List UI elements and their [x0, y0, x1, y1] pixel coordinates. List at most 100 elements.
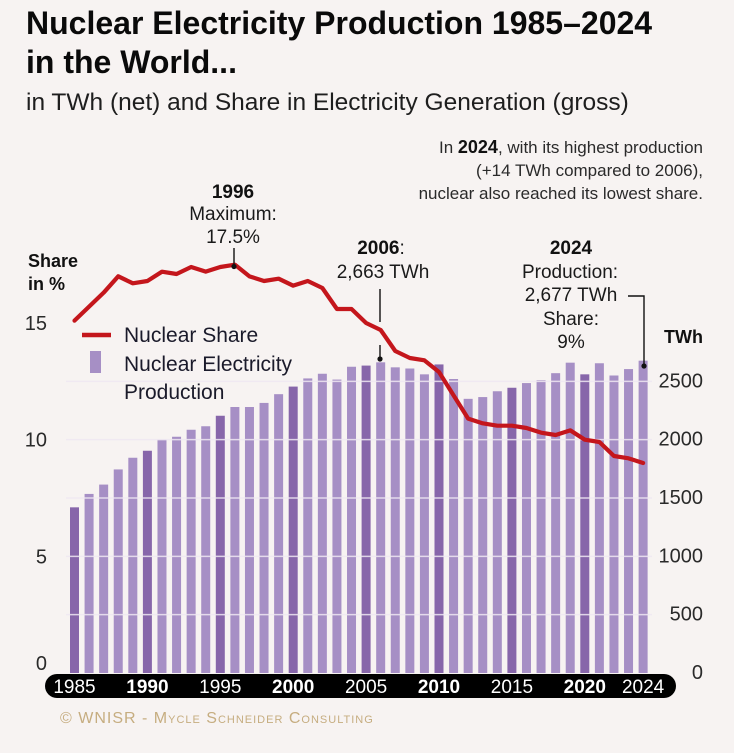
right-axis-ticks: 0 500 1000 1500 2000 2500 — [659, 370, 704, 684]
annotation-2006-value: 2,663 TWh — [337, 262, 430, 283]
bar-1999 — [274, 394, 284, 673]
bar-2001 — [303, 378, 313, 673]
annotation-2006-year: 2006 — [357, 238, 399, 259]
bar-2000 — [288, 386, 298, 673]
right-axis-title: TWh — [664, 327, 703, 347]
bar-2002 — [317, 373, 327, 673]
right-tick-1500: 1500 — [659, 487, 704, 509]
bar-2014 — [492, 391, 502, 673]
annotation-1996-label: Maximum: — [189, 204, 277, 225]
annotation-2024: 2024 Production: 2,677 TWh Share: 9% — [522, 238, 647, 369]
bar-2022 — [609, 375, 619, 673]
production-bars — [70, 360, 648, 673]
chart-title-line-1: Nuclear Electricity Production 1985–2024 — [26, 5, 652, 41]
x-tick-2005: 2005 — [345, 677, 387, 698]
annotation-2024-dot — [641, 363, 647, 369]
bar-2015 — [507, 387, 517, 673]
share-line-layer — [72, 262, 646, 466]
legend: Nuclear Share Nuclear Electricity Produc… — [82, 324, 293, 404]
callout-year: 2024 — [458, 137, 498, 157]
bar-2006 — [376, 362, 386, 673]
bar-1987 — [99, 484, 109, 673]
x-axis-ticks: 1985 1990 1995 2000 2005 2010 2015 2020 2024 — [53, 677, 664, 698]
x-tick-2010: 2010 — [418, 677, 460, 698]
bar-1996 — [230, 407, 240, 673]
annotation-2024-share-label: Share: — [543, 309, 599, 330]
left-tick-15: 15 — [25, 313, 47, 335]
bar-2004 — [347, 366, 357, 673]
nuclear-share-line — [72, 262, 646, 466]
bar-1990 — [142, 450, 152, 673]
annotation-2024-year: 2024 — [550, 238, 593, 259]
right-tick-500: 500 — [670, 604, 703, 626]
annotation-2024-production-label: Production: — [522, 262, 618, 283]
chart-title-line-2: in the World... — [26, 44, 237, 80]
x-tick-2024: 2024 — [622, 677, 665, 698]
bar-1995 — [215, 415, 225, 673]
left-axis-title-line-1: Share — [28, 251, 78, 271]
bar-2013 — [478, 397, 488, 673]
annotation-2024-leader — [628, 295, 645, 365]
annotation-1996-year: 1996 — [212, 182, 254, 203]
bar-2009 — [419, 374, 429, 673]
annotation-2006-dot — [377, 356, 383, 362]
bar-1997 — [244, 407, 254, 673]
bar-2012 — [463, 398, 473, 673]
annotation-1996: 1996 Maximum: 17.5% — [189, 182, 277, 270]
copyright: © WNISR - Mycle Schneider Consulting — [60, 710, 374, 727]
left-tick-10: 10 — [25, 430, 47, 452]
left-axis-title-line-2: in % — [28, 274, 65, 294]
x-tick-1990: 1990 — [126, 677, 168, 698]
x-tick-2015: 2015 — [491, 677, 533, 698]
legend-production-swatch — [90, 351, 101, 373]
left-axis-ticks: 0 5 10 15 — [25, 313, 47, 675]
bar-2007 — [390, 367, 400, 673]
callout-suffix: , with its highest production — [498, 138, 703, 157]
bar-2023 — [624, 369, 634, 673]
callout-line-1: In 2024, with its highest production — [439, 137, 703, 157]
bar-1998 — [259, 402, 269, 673]
callout-line-3: nuclear also reached its lowest share. — [419, 184, 703, 203]
bar-1989 — [128, 457, 138, 673]
bar-1994 — [201, 426, 211, 673]
x-tick-1995: 1995 — [199, 677, 241, 698]
annotation-2024-share-value: 9% — [557, 332, 585, 353]
bar-2005 — [361, 365, 371, 673]
bar-2019 — [565, 362, 575, 673]
legend-share-label: Nuclear Share — [124, 324, 258, 347]
bar-2024 — [638, 360, 648, 673]
right-tick-2500: 2500 — [659, 370, 704, 392]
annotation-2006-heading: 2006: — [357, 238, 405, 259]
bar-2018 — [551, 373, 561, 673]
annotation-1996-dot — [231, 263, 237, 270]
bar-2021 — [594, 363, 604, 673]
annotation-2024-production-value: 2,677 TWh — [525, 285, 618, 306]
bar-1988 — [113, 469, 123, 673]
x-tick-2020: 2020 — [564, 677, 606, 698]
bar-2017 — [536, 380, 546, 673]
gridlines — [66, 380, 652, 616]
bar-2010 — [434, 364, 444, 673]
x-tick-1985: 1985 — [53, 677, 95, 698]
bar-2011 — [449, 379, 459, 673]
right-tick-1000: 1000 — [659, 545, 704, 567]
annotation-2006-colon: : — [400, 238, 405, 259]
bar-1986 — [84, 493, 94, 673]
bar-2008 — [405, 368, 415, 673]
right-tick-2000: 2000 — [659, 429, 704, 451]
bar-1993 — [186, 429, 196, 673]
left-tick-5: 5 — [36, 546, 47, 568]
annotation-1996-value: 17.5% — [206, 227, 260, 248]
bar-2020 — [580, 374, 590, 673]
legend-production-label-2: Production — [124, 381, 224, 404]
annotation-2006: 2006: 2,663 TWh — [337, 238, 430, 362]
bar-1992 — [172, 436, 182, 673]
bar-2016 — [521, 383, 531, 673]
x-tick-2000: 2000 — [272, 677, 314, 698]
x-axis-band — [45, 674, 676, 698]
callout-line-2: (+14 TWh compared to 2006), — [476, 161, 703, 180]
chart-subtitle: in TWh (net) and Share in Electricity Ge… — [26, 89, 629, 116]
bar-1985 — [70, 507, 79, 673]
left-tick-0: 0 — [36, 653, 47, 675]
